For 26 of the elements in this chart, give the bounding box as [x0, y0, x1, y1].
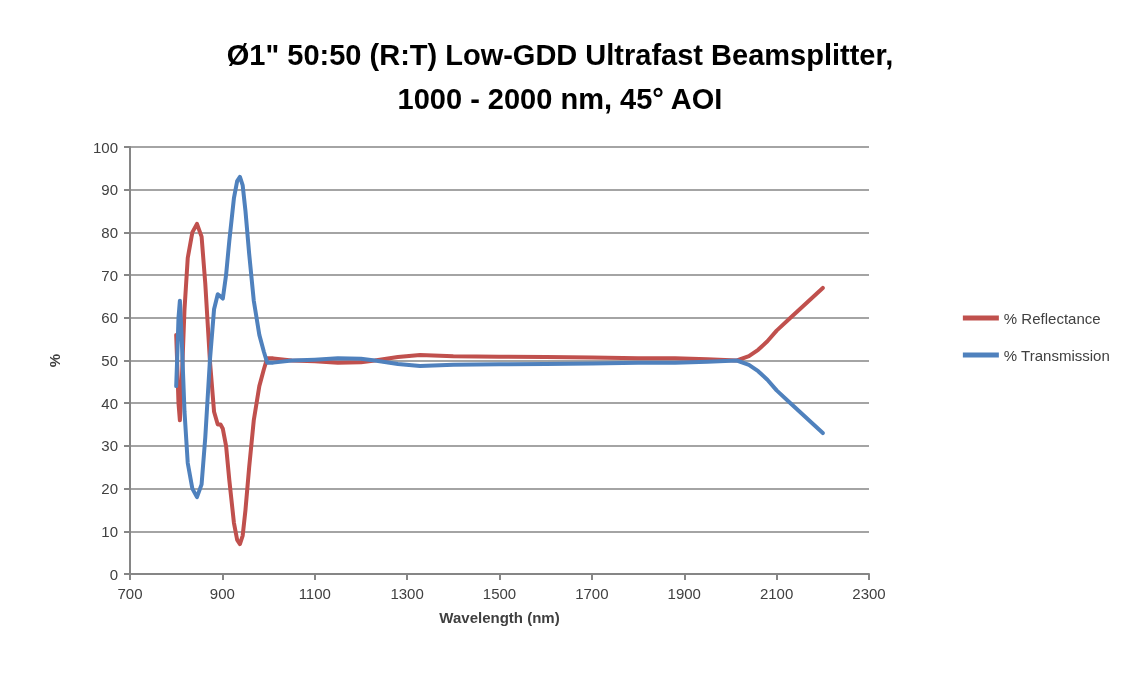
x-tick-label: 700: [117, 585, 143, 602]
x-tick-label: 900: [209, 585, 235, 602]
x-tick-label: 1500: [482, 585, 517, 602]
x-tick-label: 1300: [390, 585, 424, 602]
legend-label: % Reflectance: [1003, 309, 1101, 327]
y-tick-label: 90: [101, 181, 118, 199]
x-tick-label: 1100: [298, 585, 331, 602]
x-tick-label: 1700: [575, 585, 609, 602]
y-tick-label: 60: [101, 309, 118, 327]
x-tick-label: 1900: [667, 585, 701, 602]
legend-label: % Transmission: [1003, 346, 1110, 364]
x-axis-title: Wavelength (nm): [439, 609, 560, 626]
x-tick-label: 2300: [852, 585, 886, 602]
y-tick-label: 70: [101, 266, 118, 284]
y-tick-label: 100: [92, 138, 118, 156]
y-tick-label: 80: [101, 223, 118, 241]
y-tick-label: 10: [101, 522, 118, 540]
y-tick-label: 40: [101, 394, 118, 412]
y-tick-label: 0: [109, 565, 118, 583]
y-tick-label: 30: [101, 437, 118, 455]
y-tick-label: 50: [101, 352, 118, 369]
y-axis-title: %: [46, 353, 63, 368]
chart-title: Ø1" 50:50 (R:T) Low-GDD Ultrafast Beamsplitter, 1000 - 2000 nm, 45° AOI: [226, 39, 894, 115]
y-tick-label: 20: [101, 480, 118, 498]
line-series: [174, 174, 825, 500]
x-tick-label: 2100: [759, 585, 794, 602]
